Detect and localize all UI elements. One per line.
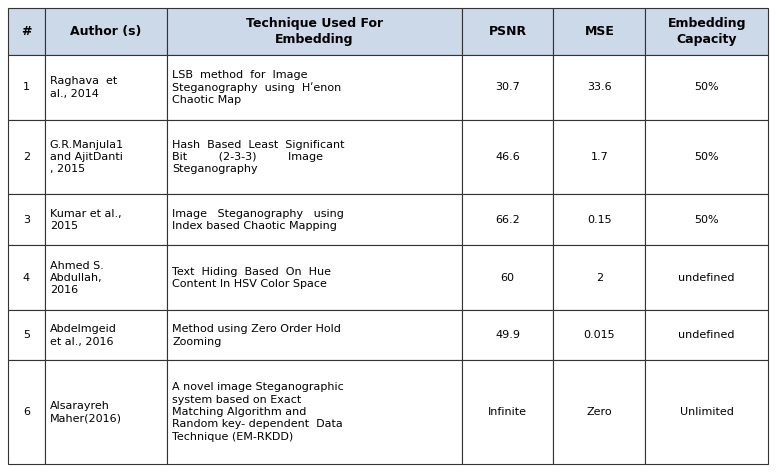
Text: Zero: Zero bbox=[587, 407, 612, 417]
Bar bbox=[168, 311, 462, 360]
Bar bbox=[168, 194, 462, 245]
Bar bbox=[553, 360, 646, 464]
Text: 4: 4 bbox=[23, 273, 30, 283]
Text: Ahmed S.
Abdullah,
2016: Ahmed S. Abdullah, 2016 bbox=[50, 261, 104, 295]
Text: 46.6: 46.6 bbox=[495, 152, 520, 162]
Text: Embedding
Capacity: Embedding Capacity bbox=[667, 17, 746, 46]
Bar bbox=[8, 55, 45, 120]
Bar bbox=[553, 194, 646, 245]
Bar bbox=[168, 120, 462, 194]
Bar bbox=[462, 311, 553, 360]
Bar bbox=[462, 245, 553, 311]
Bar bbox=[462, 360, 553, 464]
Text: Alsarayreh
Maher(2016): Alsarayreh Maher(2016) bbox=[50, 401, 122, 423]
Bar bbox=[8, 8, 45, 55]
Bar bbox=[8, 311, 45, 360]
Text: undefined: undefined bbox=[678, 330, 735, 340]
Text: Technique Used For
Embedding: Technique Used For Embedding bbox=[246, 17, 383, 46]
Text: 1: 1 bbox=[23, 83, 30, 93]
Text: Image   Steganography   using
Index based Chaotic Mapping: Image Steganography using Index based Ch… bbox=[172, 209, 345, 231]
Bar bbox=[45, 360, 168, 464]
Bar bbox=[8, 120, 45, 194]
Text: 6: 6 bbox=[23, 407, 30, 417]
Text: Unlimited: Unlimited bbox=[680, 407, 733, 417]
Text: LSB  method  for  Image
Steganography  using  Hʹenon
Chaotic Map: LSB method for Image Steganography using… bbox=[172, 69, 341, 105]
Text: Method using Zero Order Hold
Zooming: Method using Zero Order Hold Zooming bbox=[172, 324, 341, 346]
Bar bbox=[646, 311, 768, 360]
Text: Hash  Based  Least  Significant
Bit         (2-3-3)         Image
Steganography: Hash Based Least Significant Bit (2-3-3)… bbox=[172, 140, 345, 174]
Text: 50%: 50% bbox=[695, 152, 719, 162]
Text: 3: 3 bbox=[23, 215, 30, 225]
Text: 5: 5 bbox=[23, 330, 30, 340]
Bar bbox=[45, 311, 168, 360]
Text: 0.15: 0.15 bbox=[587, 215, 611, 225]
Bar bbox=[168, 8, 462, 55]
Text: #: # bbox=[21, 25, 32, 38]
Bar bbox=[45, 8, 168, 55]
Text: Abdelmgeid
et al., 2016: Abdelmgeid et al., 2016 bbox=[50, 324, 116, 346]
Bar bbox=[646, 8, 768, 55]
Text: 2: 2 bbox=[596, 273, 603, 283]
Bar bbox=[168, 55, 462, 120]
Bar bbox=[646, 55, 768, 120]
Text: MSE: MSE bbox=[584, 25, 615, 38]
Bar bbox=[553, 245, 646, 311]
Bar bbox=[168, 360, 462, 464]
Text: 2: 2 bbox=[23, 152, 30, 162]
Text: 66.2: 66.2 bbox=[495, 215, 520, 225]
Text: Kumar et al.,
2015: Kumar et al., 2015 bbox=[50, 209, 121, 231]
Bar bbox=[8, 360, 45, 464]
Bar bbox=[646, 245, 768, 311]
Bar bbox=[8, 245, 45, 311]
Text: 33.6: 33.6 bbox=[587, 83, 611, 93]
Bar bbox=[553, 8, 646, 55]
Text: 50%: 50% bbox=[695, 215, 719, 225]
Bar bbox=[45, 245, 168, 311]
Text: G.R.Manjula1
and AjitDanti
, 2015: G.R.Manjula1 and AjitDanti , 2015 bbox=[50, 140, 124, 174]
Bar bbox=[646, 120, 768, 194]
Bar bbox=[462, 8, 553, 55]
Text: 60: 60 bbox=[501, 273, 514, 283]
Text: 49.9: 49.9 bbox=[495, 330, 520, 340]
Text: undefined: undefined bbox=[678, 273, 735, 283]
Text: Raghava  et
al., 2014: Raghava et al., 2014 bbox=[50, 76, 117, 99]
Text: Text  Hiding  Based  On  Hue
Content In HSV Color Space: Text Hiding Based On Hue Content In HSV … bbox=[172, 267, 331, 289]
Text: 50%: 50% bbox=[695, 83, 719, 93]
Text: PSNR: PSNR bbox=[488, 25, 527, 38]
Text: 30.7: 30.7 bbox=[495, 83, 520, 93]
Text: A novel image Steganographic
system based on Exact
Matching Algorithm and
Random: A novel image Steganographic system base… bbox=[172, 382, 344, 442]
Bar bbox=[553, 55, 646, 120]
Bar bbox=[462, 120, 553, 194]
Text: Infinite: Infinite bbox=[488, 407, 527, 417]
Bar bbox=[553, 311, 646, 360]
Bar bbox=[45, 55, 168, 120]
Bar bbox=[646, 360, 768, 464]
Bar bbox=[45, 194, 168, 245]
Bar bbox=[646, 194, 768, 245]
Bar bbox=[462, 194, 553, 245]
Text: 0.015: 0.015 bbox=[584, 330, 615, 340]
Bar bbox=[462, 55, 553, 120]
Bar bbox=[8, 194, 45, 245]
Text: Author (s): Author (s) bbox=[71, 25, 142, 38]
Bar bbox=[168, 245, 462, 311]
Bar bbox=[45, 120, 168, 194]
Text: 1.7: 1.7 bbox=[591, 152, 608, 162]
Bar bbox=[553, 120, 646, 194]
